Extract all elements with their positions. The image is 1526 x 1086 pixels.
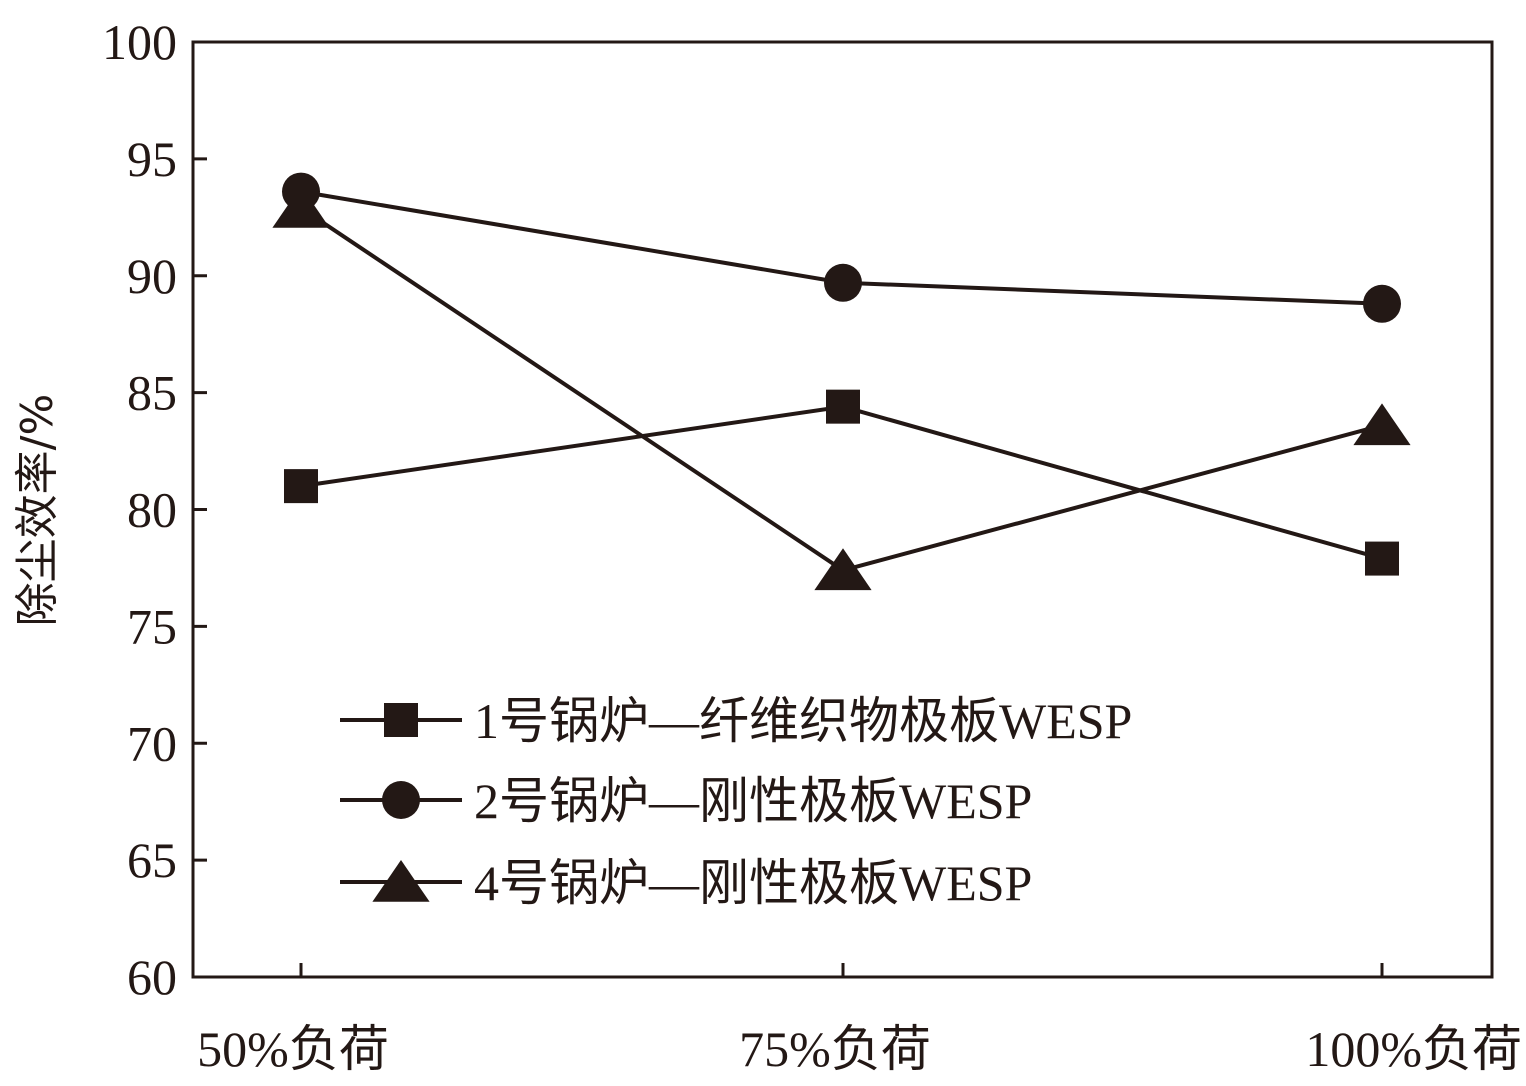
series-2 [282, 172, 1401, 323]
legend-item-2: 2号锅炉—刚性极板WESP [340, 773, 1032, 829]
y-tick-label: 100 [102, 14, 177, 70]
series-1 [284, 389, 1399, 576]
x-tick-label: 100%负荷 [1305, 1021, 1522, 1077]
y-tick-label: 75 [127, 598, 177, 654]
x-tick-label: 75%负荷 [739, 1021, 931, 1077]
data-point [1353, 403, 1411, 446]
plot-border [191, 40, 1494, 979]
legend: 1号锅炉—纤维织物极板WESP 2号锅炉—刚性极板WESP 4号锅炉—刚性极板WES… [340, 693, 1132, 911]
legend-label: 2号锅炉—刚性极板WESP [474, 773, 1032, 829]
plot-area [191, 40, 1494, 979]
y-tick-label: 80 [127, 482, 177, 538]
legend-label: 4号锅炉—刚性极板WESP [474, 855, 1032, 911]
y-tick-label: 60 [127, 949, 177, 1005]
series-3 [272, 185, 1411, 591]
data-point [824, 263, 862, 302]
y-tick-label: 70 [127, 715, 177, 771]
legend-label: 1号锅炉—纤维织物极板WESP [474, 693, 1132, 749]
data-point [1365, 541, 1399, 576]
legend-item-3: 4号锅炉—刚性极板WESP [340, 855, 1032, 911]
series-line [300, 404, 1383, 561]
y-tick-label: 90 [127, 248, 177, 304]
y-tick-label: 85 [127, 365, 177, 421]
data-point [1363, 284, 1401, 323]
data-point [272, 185, 330, 228]
y-tick-label: 95 [127, 131, 177, 187]
legend-item-1: 1号锅炉—纤维织物极板WESP [340, 693, 1132, 749]
x-tick-label: 50%负荷 [197, 1021, 389, 1077]
y-axis-title: 除尘效率/% [12, 394, 63, 627]
y-tick-label: 65 [127, 832, 177, 888]
data-point [284, 469, 318, 504]
data-point [826, 389, 860, 424]
data-point [814, 548, 872, 591]
legend-marker [372, 860, 430, 902]
series-line [299, 206, 1383, 573]
x-axis: 50%负荷 75%负荷 100%负荷 [197, 963, 1522, 1077]
y-axis: 60 65 70 75 80 85 90 95 100 [102, 14, 207, 1005]
legend-marker [384, 703, 418, 737]
legend-marker [382, 781, 420, 819]
series-layer [272, 172, 1411, 591]
